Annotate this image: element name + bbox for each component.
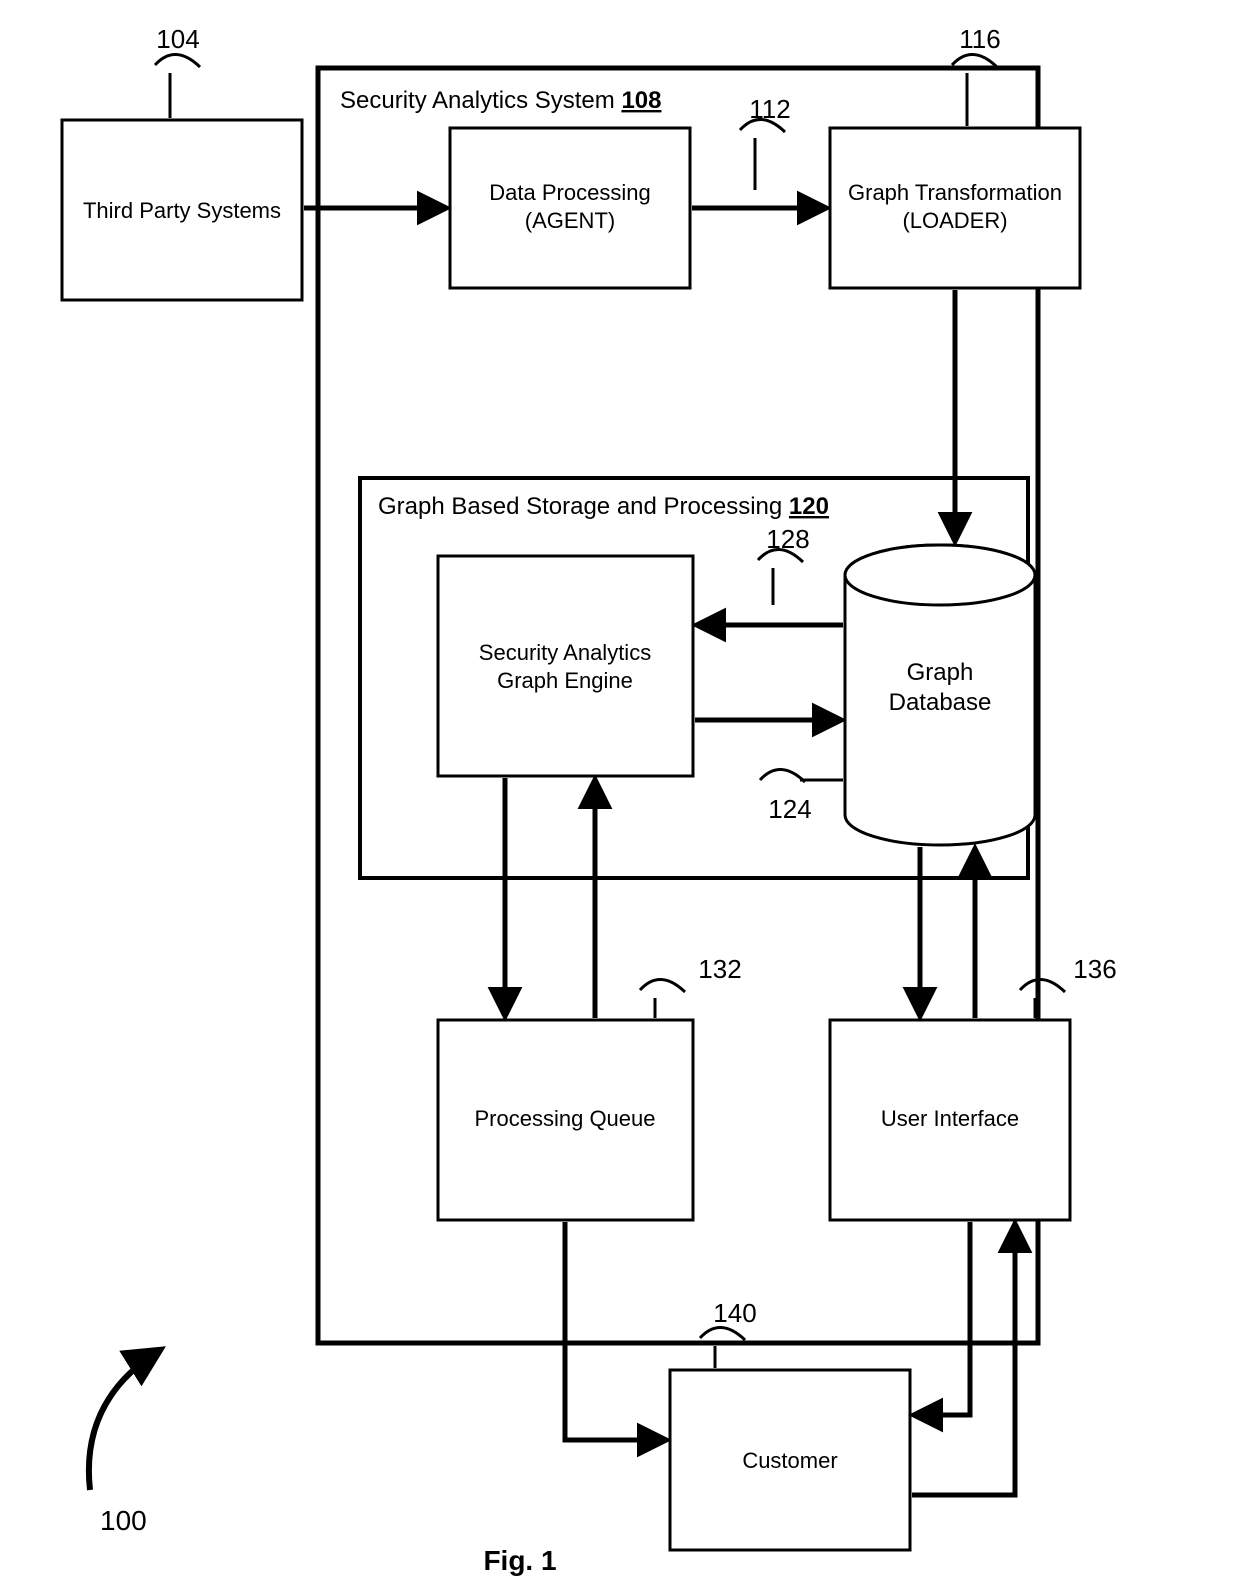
ref-lead-116 xyxy=(952,54,997,67)
ref-112: 112 xyxy=(749,94,790,124)
node-third-party-systems-label: Third Party Systems xyxy=(83,198,281,223)
node-gdb-l1: Graph xyxy=(907,659,974,686)
node-cust-l1: Customer xyxy=(742,1448,837,1473)
node-data-processing-l1: Data Processing xyxy=(489,180,650,205)
node-security-analytics-graph-engine xyxy=(438,556,693,776)
ref-116: 116 xyxy=(959,24,1000,54)
ref-108-inline: 108 xyxy=(621,87,661,114)
node-sage-l1: Security Analytics xyxy=(479,640,651,665)
container-outer-title-text: Security Analytics System xyxy=(340,87,621,114)
ref-136: 136 xyxy=(1073,954,1116,984)
ref-arrow-100 xyxy=(89,1350,160,1490)
ref-124: 124 xyxy=(768,794,811,824)
ref-140: 140 xyxy=(713,1298,756,1328)
node-graph-transformation-l1: Graph Transformation xyxy=(848,180,1062,205)
container-inner-title: Graph Based Storage and Processing 120 xyxy=(378,493,829,520)
node-sage-l2: Graph Engine xyxy=(497,668,633,693)
ref-128: 128 xyxy=(766,524,809,554)
ref-120-inline: 120 xyxy=(789,493,829,520)
ref-132: 132 xyxy=(698,954,741,984)
node-pq-l1: Processing Queue xyxy=(475,1106,656,1131)
container-inner-title-text: Graph Based Storage and Processing xyxy=(378,493,789,520)
figure-caption: Fig. 1 xyxy=(483,1545,556,1576)
ref-lead-104 xyxy=(155,54,200,67)
security-analytics-diagram: Security Analytics System 108 Third Part… xyxy=(0,0,1240,1586)
node-graph-transformation-l2: (LOADER) xyxy=(902,208,1007,233)
node-ui-l1: User Interface xyxy=(881,1106,1019,1131)
ref-104: 104 xyxy=(156,24,199,54)
node-gdb-l2: Database xyxy=(889,689,992,716)
container-outer-title: Security Analytics System 108 xyxy=(340,87,661,114)
ref-100: 100 xyxy=(100,1505,147,1536)
node-data-processing-l2: (AGENT) xyxy=(525,208,615,233)
